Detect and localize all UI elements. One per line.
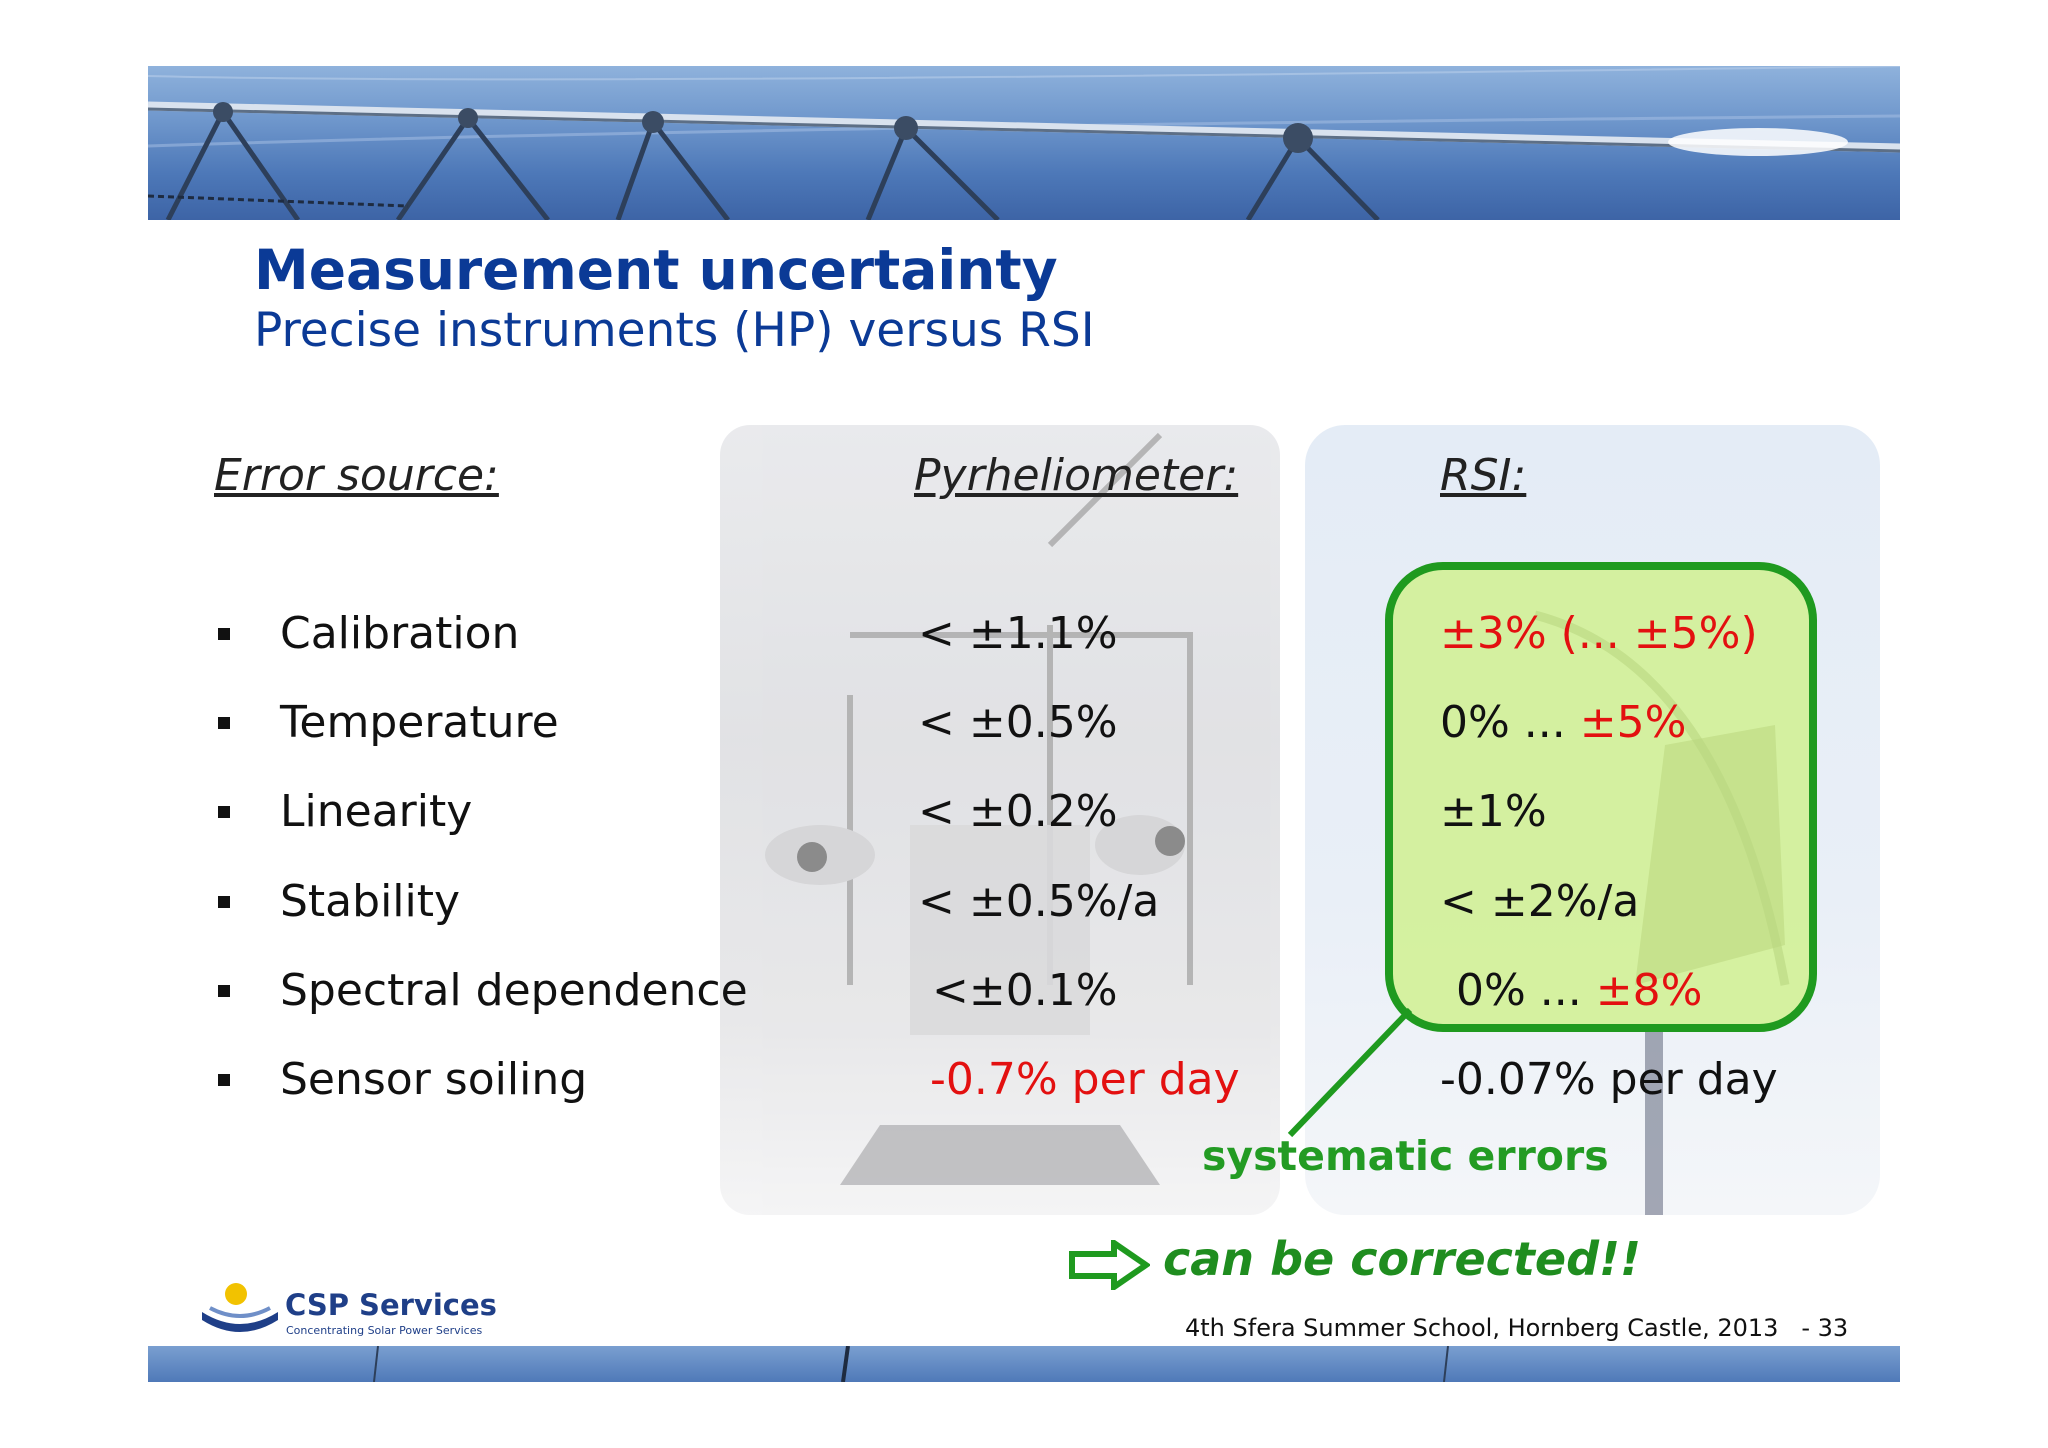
slide-title: Measurement uncertainty — [254, 238, 1058, 302]
trough-collector-strip — [373, 1346, 1449, 1382]
rsi-value-base: 0% ... — [1456, 965, 1596, 1016]
can-be-corrected-label: can be corrected!! — [1163, 1232, 1641, 1286]
sun-dish-logo-icon — [202, 1283, 278, 1332]
rsi-value-highlight: ±5% — [1579, 697, 1687, 748]
pyrheliometer-value: < ±0.5%/a — [918, 876, 1160, 927]
rsi-value-highlight: ±8% — [1595, 965, 1703, 1016]
footer-text: 4th Sfera Summer School, Hornberg Castle… — [1185, 1314, 1779, 1342]
pyrheliometer-value: <±0.1% — [932, 965, 1118, 1016]
rsi-systematic-errors-box — [1385, 562, 1817, 1032]
table-row: Spectral dependence <±0.1% 0% ... ±8% — [0, 957, 2048, 1027]
systematic-errors-label: systematic errors — [1202, 1132, 1609, 1180]
bullet-icon — [218, 1074, 230, 1086]
header-error-source: Error source: — [214, 450, 499, 501]
footer-banner-image — [148, 1346, 1900, 1382]
table-row: Stability < ±0.5%/a < ±2%/a — [0, 868, 2048, 938]
error-source-label: Temperature — [280, 697, 559, 748]
error-source-label: Spectral dependence — [280, 965, 748, 1016]
logo-tagline: Concentrating Solar Power Services — [286, 1324, 483, 1337]
table-row: Temperature < ±0.5% 0% ... ±5% — [0, 689, 2048, 759]
pyrheliometer-photo-background — [720, 425, 1280, 1215]
slide-subtitle: Precise instruments (HP) versus RSI — [254, 303, 1095, 358]
error-source-label: Stability — [280, 876, 461, 927]
rsi-value-base: 0% ... — [1440, 697, 1580, 748]
table-row: Calibration < ±1.1% ±3% (... ±5%) — [0, 600, 2048, 670]
csp-services-logo: CSP Services Concentrating Solar Power S… — [200, 1278, 500, 1342]
table-row: Sensor soiling -0.7% per day -0.07% per … — [0, 1046, 2048, 1116]
bullet-icon — [218, 896, 230, 908]
error-source-label: Calibration — [280, 608, 520, 659]
rsi-value: 0% ... ±8% — [1456, 965, 1702, 1016]
table-row: Linearity < ±0.2% ±1% — [0, 778, 2048, 848]
pyrheliometer-value: -0.7% per day — [930, 1054, 1240, 1105]
rsi-value: ±3% (... ±5%) — [1440, 608, 1758, 659]
header-pyrheliometer: Pyrheliometer: — [914, 450, 1239, 501]
bullet-icon — [218, 628, 230, 640]
pyrheliometer-value: < ±1.1% — [918, 608, 1118, 659]
rsi-value: < ±2%/a — [1440, 876, 1640, 927]
pyrheliometer-illustration — [765, 432, 1193, 1185]
right-arrow-icon — [1069, 1240, 1150, 1290]
trough-collector-illustration — [148, 66, 1900, 220]
logo-name: CSP Services — [285, 1288, 497, 1322]
error-source-label: Linearity — [280, 786, 473, 837]
error-source-label: Sensor soiling — [280, 1054, 588, 1105]
footer: 4th Sfera Summer School, Hornberg Castle… — [1185, 1314, 1848, 1342]
bullet-icon — [218, 806, 230, 818]
rsi-value: ±1% — [1440, 786, 1547, 837]
header-rsi: RSI: — [1440, 450, 1527, 501]
header-banner-image — [148, 66, 1900, 220]
page-number: - 33 — [1801, 1314, 1849, 1342]
rsi-value: -0.07% per day — [1440, 1054, 1778, 1105]
bullet-icon — [218, 717, 230, 729]
bullet-icon — [218, 985, 230, 997]
pyrheliometer-value: < ±0.5% — [918, 697, 1118, 748]
rsi-value: 0% ... ±5% — [1440, 697, 1686, 748]
pyrheliometer-value: < ±0.2% — [918, 786, 1118, 837]
